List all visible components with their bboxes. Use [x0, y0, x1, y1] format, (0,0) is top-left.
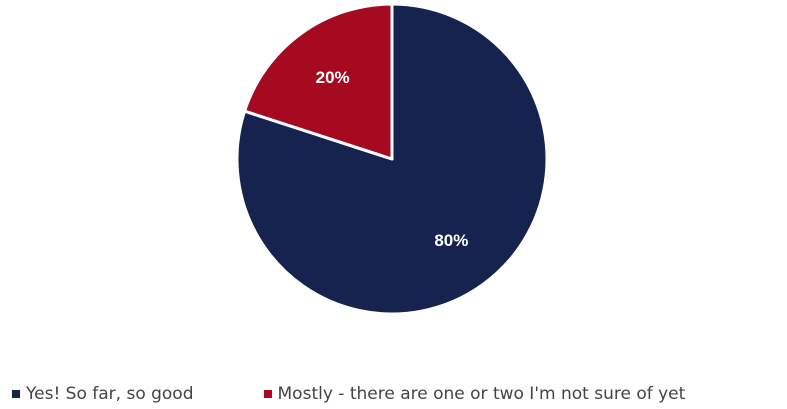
- pie-slice-mostly: [243, 2, 394, 161]
- legend-label-yes: Yes! So far, so good: [26, 384, 194, 404]
- legend: Yes! So far, so good Mostly - there are …: [12, 384, 685, 404]
- legend-swatch-yes: [12, 390, 20, 398]
- legend-label-mostly: Mostly - there are one or two I'm not su…: [277, 384, 686, 404]
- pie-slice-yes: [235, 2, 549, 316]
- data-label-mostly: 20%: [316, 68, 350, 87]
- legend-item-mostly: Mostly - there are one or two I'm not su…: [263, 384, 686, 404]
- legend-swatch-mostly: [263, 390, 272, 398]
- data-label-yes: 80%: [434, 231, 468, 250]
- legend-item-yes: Yes! So far, so good: [12, 384, 194, 404]
- pie-data-labels: 80% 20%: [316, 68, 469, 250]
- pie-slices: [235, 2, 549, 316]
